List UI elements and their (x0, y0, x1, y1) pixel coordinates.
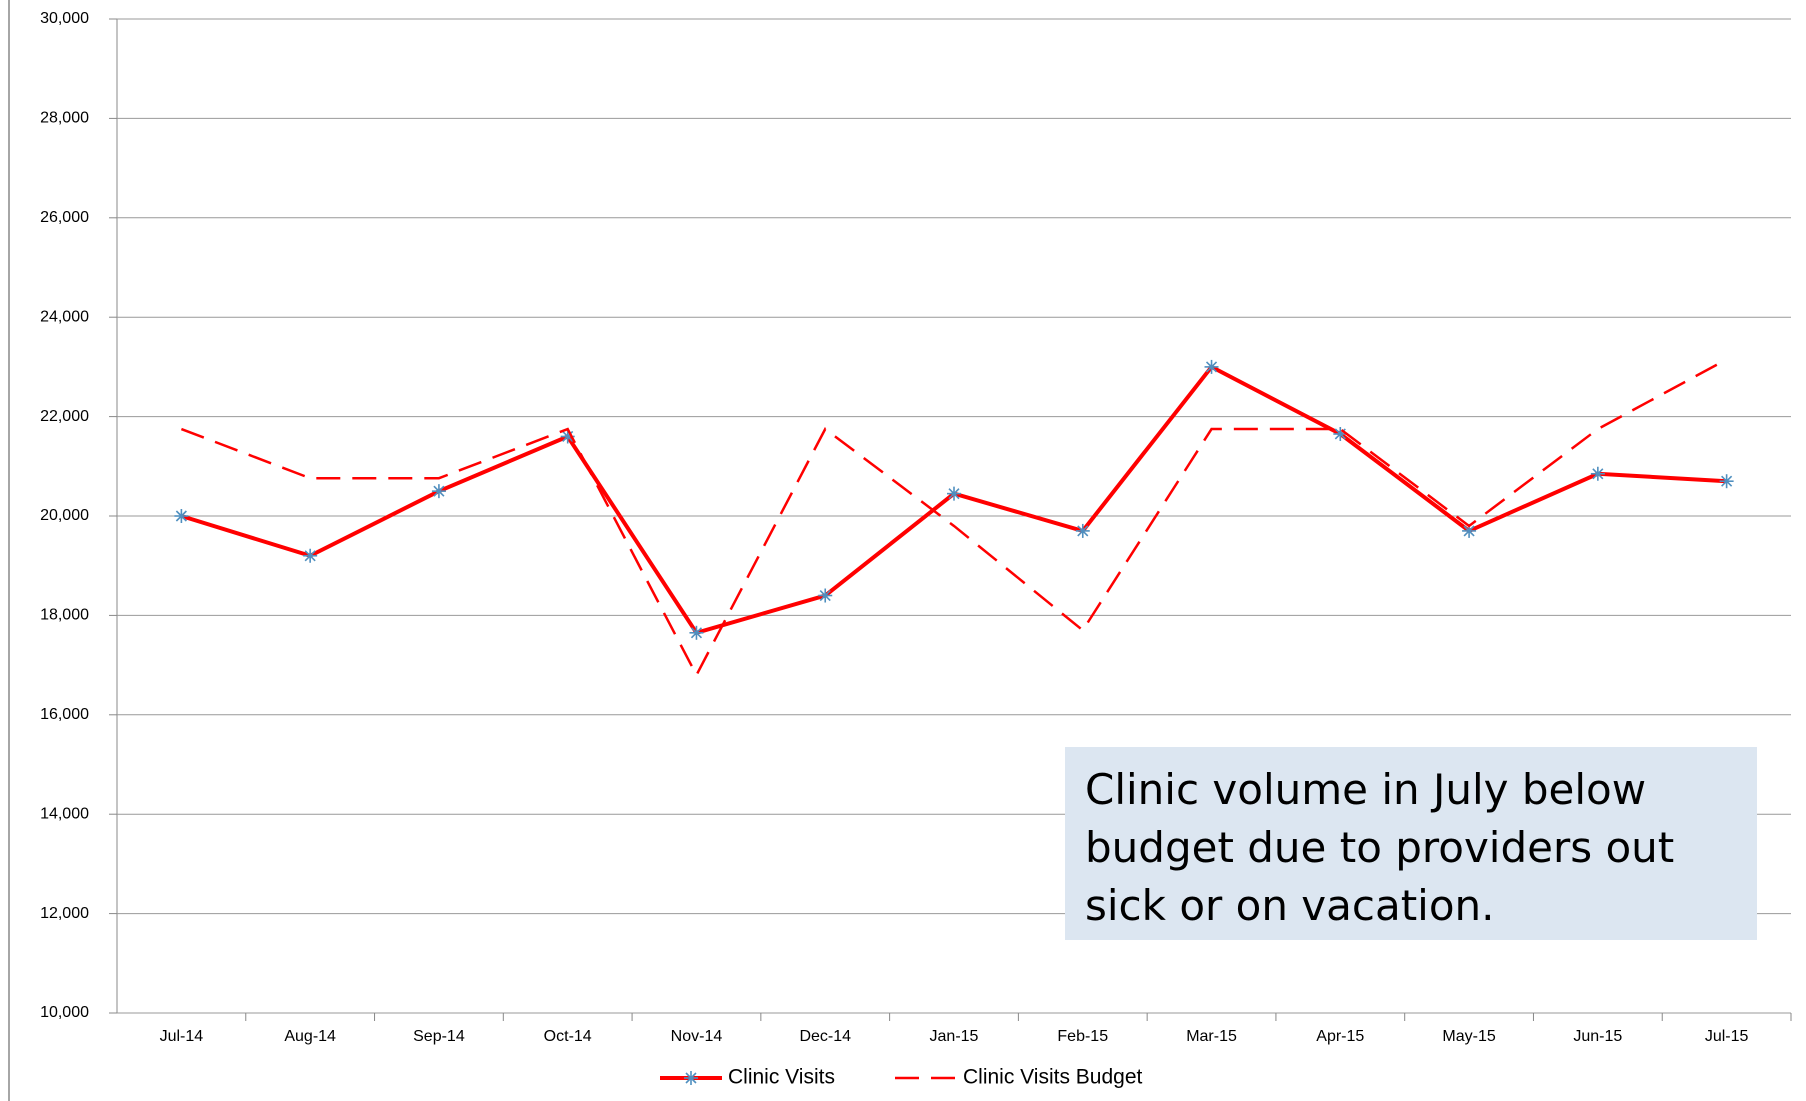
x-tick-label: Jul-15 (1705, 1028, 1749, 1045)
x-tick-label: Jun-15 (1573, 1028, 1622, 1045)
marker (1719, 474, 1734, 489)
y-tick-label: 18,000 (40, 607, 89, 624)
marker (303, 548, 318, 563)
marker (947, 486, 961, 501)
marker (1590, 466, 1605, 481)
x-tick-label: Apr-15 (1316, 1028, 1364, 1045)
x-tick-label: Oct-14 (544, 1028, 592, 1045)
y-tick-label: 14,000 (40, 805, 89, 822)
marker (1075, 523, 1090, 538)
x-tick-label: Jul-14 (160, 1028, 204, 1045)
annotation: Clinic volume in July below budget due t… (1065, 747, 1757, 940)
marker (174, 509, 189, 523)
y-tick-label: 28,000 (40, 110, 89, 127)
y-tick-label: 10,000 (40, 1004, 89, 1021)
legend-label: Clinic Visits Budget (963, 1066, 1143, 1089)
y-tick-label: 12,000 (40, 905, 89, 922)
y-tick-label: 22,000 (40, 408, 89, 425)
marker (818, 588, 833, 603)
x-tick-label: Mar-15 (1186, 1028, 1237, 1045)
series-line (180, 358, 1728, 678)
marker (1204, 359, 1219, 374)
x-tick-label: Aug-14 (284, 1028, 336, 1045)
x-tick-label: Nov-14 (671, 1028, 723, 1045)
marker (431, 484, 446, 499)
y-tick-label: 24,000 (40, 308, 89, 325)
legend-marker (684, 1071, 698, 1085)
x-tick-label: Feb-15 (1057, 1028, 1108, 1045)
y-tick-label: 30,000 (40, 10, 89, 27)
x-tick-label: Jan-15 (930, 1028, 979, 1045)
x-tick-label: May-15 (1442, 1028, 1495, 1045)
y-tick-label: 16,000 (40, 706, 89, 723)
x-tick-label: Sep-14 (413, 1028, 465, 1045)
legend-label: Clinic Visits (728, 1066, 835, 1089)
x-tick-label: Dec-14 (799, 1028, 851, 1045)
y-tick-label: 26,000 (40, 209, 89, 226)
marker (689, 625, 704, 640)
y-tick-label: 20,000 (40, 507, 89, 524)
